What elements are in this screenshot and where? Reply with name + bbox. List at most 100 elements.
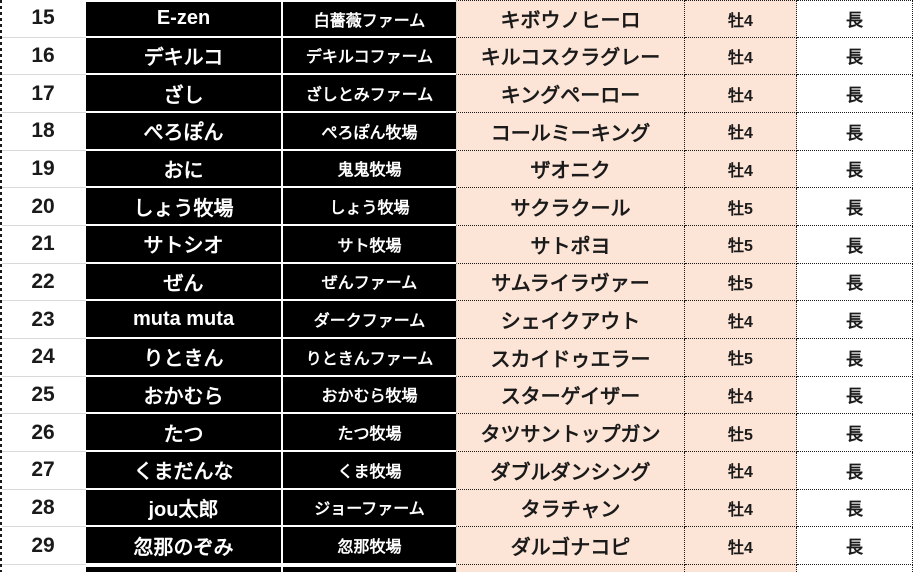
cell-distance[interactable]: 長: [797, 263, 913, 302]
cell-horse-name[interactable]: シェイクアウト: [456, 301, 685, 339]
cell-horse-name[interactable]: ダブルダンシング: [456, 451, 685, 490]
cell-row-number[interactable]: 19: [0, 150, 86, 189]
cell-horse-name[interactable]: スターゲイザー: [456, 376, 685, 415]
cell-farm-name[interactable]: サト牧場: [283, 225, 456, 264]
table-row: 17 ざし ざしとみファーム キングペーロー 牡4 長: [0, 75, 913, 113]
cell-sex-age[interactable]: 牡5: [685, 338, 797, 377]
cell-horse-name[interactable]: スカイドゥエラー: [456, 338, 685, 377]
cell-owner-name[interactable]: おかむら: [86, 376, 283, 415]
next-row-partial: [0, 564, 913, 572]
cell-farm-name[interactable]: 白薔薇ファーム: [283, 0, 456, 38]
cell-row-number[interactable]: 24: [0, 338, 86, 377]
cell-owner-name[interactable]: ぺろぽん: [86, 112, 283, 151]
cell-sex-age[interactable]: 牡5: [685, 263, 797, 302]
cell-row-number[interactable]: 27: [0, 451, 86, 490]
table-row: 22 ぜん ぜんファーム サムライラヴァー 牡5 長: [0, 263, 913, 302]
cell-horse-name[interactable]: ザオニク: [456, 150, 685, 189]
cell-farm-name[interactable]: ダークファーム: [283, 301, 456, 339]
cell-farm-name[interactable]: しょう牧場: [283, 188, 456, 226]
cell-owner-name[interactable]: jou太郎: [86, 489, 283, 528]
cell-distance[interactable]: 長: [797, 451, 913, 490]
partial-cell-sex-age: [685, 564, 797, 572]
cell-distance[interactable]: 長: [797, 0, 913, 38]
cell-horse-name[interactable]: コールミーキング: [456, 112, 685, 151]
cell-horse-name[interactable]: サムライラヴァー: [456, 263, 685, 302]
cell-sex-age[interactable]: 牡4: [685, 37, 797, 76]
cell-horse-name[interactable]: タツサントップガン: [456, 414, 685, 452]
cell-farm-name[interactable]: くま牧場: [283, 451, 456, 490]
cell-row-number[interactable]: 28: [0, 489, 86, 528]
cell-distance[interactable]: 長: [797, 338, 913, 377]
cell-owner-name[interactable]: muta muta: [86, 301, 283, 339]
cell-owner-name[interactable]: ざし: [86, 75, 283, 113]
table-row: 26 たつ たつ牧場 タツサントップガン 牡5 長: [0, 414, 913, 452]
cell-distance[interactable]: 長: [797, 75, 913, 113]
cell-row-number[interactable]: 26: [0, 414, 86, 452]
table-row: 16 デキルコ デキルコファーム キルコスクラグレー 牡4 長: [0, 37, 913, 76]
cell-owner-name[interactable]: サトシオ: [86, 225, 283, 264]
cell-horse-name[interactable]: ダルゴナコピ: [456, 527, 685, 565]
cell-sex-age[interactable]: 牡4: [685, 0, 797, 38]
cell-owner-name[interactable]: おに: [86, 150, 283, 189]
cell-sex-age[interactable]: 牡4: [685, 150, 797, 189]
cell-sex-age[interactable]: 牡5: [685, 188, 797, 226]
cell-row-number[interactable]: 29: [0, 527, 86, 565]
cell-distance[interactable]: 長: [797, 376, 913, 415]
cell-row-number[interactable]: 23: [0, 301, 86, 339]
cell-horse-name[interactable]: キボウノヒーロ: [456, 0, 685, 38]
cell-owner-name[interactable]: デキルコ: [86, 37, 283, 76]
cell-distance[interactable]: 長: [797, 150, 913, 189]
cell-sex-age[interactable]: 牡4: [685, 489, 797, 528]
cell-sex-age[interactable]: 牡4: [685, 376, 797, 415]
cell-farm-name[interactable]: おかむら牧場: [283, 376, 456, 415]
table-row: 18 ぺろぽん ぺろぽん牧場 コールミーキング 牡4 長: [0, 112, 913, 151]
cell-sex-age[interactable]: 牡5: [685, 225, 797, 264]
cell-horse-name[interactable]: サトポヨ: [456, 225, 685, 264]
cell-horse-name[interactable]: タラチャン: [456, 489, 685, 528]
cell-farm-name[interactable]: 鬼鬼牧場: [283, 150, 456, 189]
cell-distance[interactable]: 長: [797, 301, 913, 339]
cell-sex-age[interactable]: 牡4: [685, 301, 797, 339]
cell-row-number[interactable]: 21: [0, 225, 86, 264]
cell-owner-name[interactable]: りときん: [86, 338, 283, 377]
cell-farm-name[interactable]: デキルコファーム: [283, 37, 456, 76]
cell-farm-name[interactable]: ざしとみファーム: [283, 75, 456, 113]
cell-distance[interactable]: 長: [797, 527, 913, 565]
cell-farm-name[interactable]: ぜんファーム: [283, 263, 456, 302]
cell-row-number[interactable]: 18: [0, 112, 86, 151]
table-row: 24 りときん りときんファーム スカイドゥエラー 牡5 長: [0, 338, 913, 377]
cell-sex-age[interactable]: 牡4: [685, 75, 797, 113]
cell-sex-age[interactable]: 牡4: [685, 527, 797, 565]
cell-distance[interactable]: 長: [797, 414, 913, 452]
cell-owner-name[interactable]: ぜん: [86, 263, 283, 302]
cell-distance[interactable]: 長: [797, 225, 913, 264]
cell-horse-name[interactable]: キングペーロー: [456, 75, 685, 113]
cell-sex-age[interactable]: 牡4: [685, 451, 797, 490]
cell-row-number[interactable]: 17: [0, 75, 86, 113]
cell-distance[interactable]: 長: [797, 188, 913, 226]
cell-horse-name[interactable]: サクラクール: [456, 188, 685, 226]
cell-farm-name[interactable]: ジョーファーム: [283, 489, 456, 528]
cell-row-number[interactable]: 22: [0, 263, 86, 302]
cell-row-number[interactable]: 20: [0, 188, 86, 226]
cell-distance[interactable]: 長: [797, 112, 913, 151]
cell-owner-name[interactable]: E-zen: [86, 0, 283, 38]
cell-farm-name[interactable]: りときんファーム: [283, 338, 456, 377]
cell-farm-name[interactable]: 忽那牧場: [283, 527, 456, 565]
cell-owner-name[interactable]: たつ: [86, 414, 283, 452]
cell-owner-name[interactable]: 忽那のぞみ: [86, 527, 283, 565]
cell-owner-name[interactable]: しょう牧場: [86, 188, 283, 226]
cell-row-number[interactable]: 15: [0, 0, 86, 38]
cell-row-number[interactable]: 25: [0, 376, 86, 415]
cell-owner-name[interactable]: くまだんな: [86, 451, 283, 490]
cell-farm-name[interactable]: たつ牧場: [283, 414, 456, 452]
cell-horse-name[interactable]: キルコスクラグレー: [456, 37, 685, 76]
cell-sex-age[interactable]: 牡5: [685, 414, 797, 452]
cell-row-number[interactable]: 16: [0, 37, 86, 76]
cell-farm-name[interactable]: ぺろぽん牧場: [283, 112, 456, 151]
cell-sex-age[interactable]: 牡4: [685, 112, 797, 151]
partial-cell-distance: [797, 564, 913, 572]
cell-distance[interactable]: 長: [797, 37, 913, 76]
table-row: 15 E-zen 白薔薇ファーム キボウノヒーロ 牡4 長: [0, 0, 913, 38]
cell-distance[interactable]: 長: [797, 489, 913, 528]
